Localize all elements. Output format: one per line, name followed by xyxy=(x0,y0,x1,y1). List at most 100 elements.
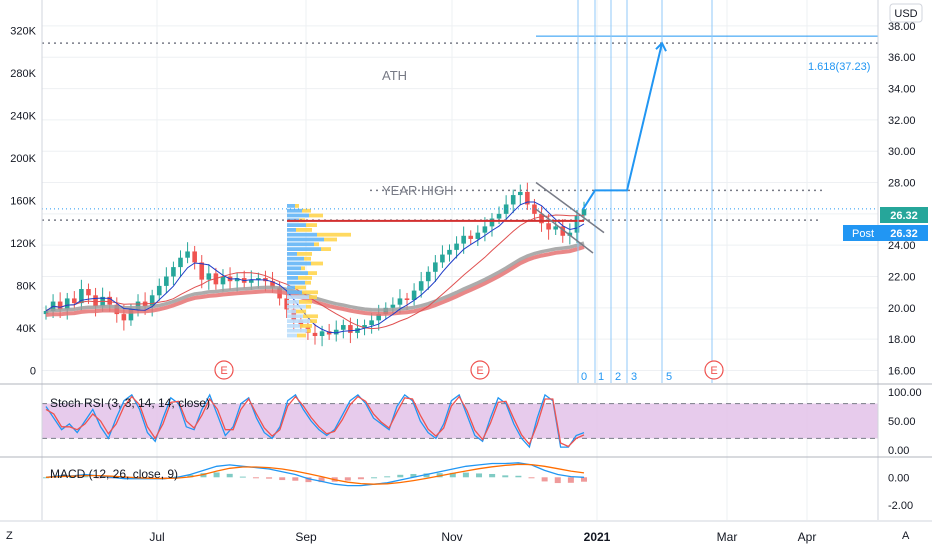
corner-label-left[interactable]: Z xyxy=(6,530,13,542)
candle-body xyxy=(199,262,205,280)
volume-tick-label: 320K xyxy=(10,26,36,38)
volume-tick-label: 160K xyxy=(10,195,36,207)
price-tick-label: 20.00 xyxy=(888,303,916,315)
candle-body xyxy=(319,331,325,337)
price-tick-label: 18.00 xyxy=(888,334,916,346)
profile-bar-buy xyxy=(287,208,302,213)
stoch-rsi-tick: 0.00 xyxy=(888,445,909,457)
price-tick-label: 36.00 xyxy=(888,52,916,64)
macd-hist-bar xyxy=(82,476,89,478)
volume-profile xyxy=(287,204,351,338)
profile-bar-sell xyxy=(311,261,323,266)
macd-hist-bar xyxy=(161,477,168,479)
earnings-marker xyxy=(470,360,490,380)
candle-body xyxy=(447,249,452,255)
candle-body xyxy=(93,295,98,307)
profile-bar-sell xyxy=(302,290,318,295)
profile-bar-buy xyxy=(287,223,306,227)
macd-hist-bar xyxy=(436,473,443,478)
profile-bar-sell xyxy=(309,213,323,218)
candle-body xyxy=(135,301,141,310)
stoch-rsi-title: Stoch RSI (3, 3, 14, 14, close) xyxy=(50,396,210,410)
macd-hist-bar xyxy=(397,474,404,478)
price-tick-label: 22.00 xyxy=(888,272,916,284)
profile-bar-buy xyxy=(287,242,314,247)
ma-slow-red xyxy=(45,245,585,317)
price-tick-label: 32.00 xyxy=(888,115,916,127)
currency-badge[interactable]: USD xyxy=(889,3,923,23)
time-tick-label: Jul xyxy=(149,530,164,544)
macd-hist-bar xyxy=(279,477,286,481)
candle-body xyxy=(567,232,573,236)
profile-bar-buy xyxy=(287,319,310,323)
profile-bar-buy xyxy=(287,295,309,299)
projection-arrowhead xyxy=(655,41,667,52)
profile-bar-buy xyxy=(287,333,297,338)
candle-body xyxy=(284,298,289,310)
profile-bar-buy xyxy=(287,290,302,295)
candle-body xyxy=(64,298,70,310)
profile-bar-buy xyxy=(287,237,324,242)
candle-body xyxy=(510,195,516,205)
macd-hist-bar xyxy=(476,473,483,478)
macd-hist-bar xyxy=(554,477,561,484)
profile-bar-sell xyxy=(321,247,331,251)
profile-bar-sell xyxy=(297,333,306,338)
macd-hist-bar xyxy=(226,473,233,478)
profile-bar-buy xyxy=(287,324,300,328)
profile-bar-sell xyxy=(300,324,312,328)
macd-hist-bar xyxy=(462,472,469,478)
candle-body xyxy=(517,191,523,196)
profile-bar-buy xyxy=(287,285,295,290)
year-high-label: YEAR HIGH xyxy=(382,183,454,198)
candle-body xyxy=(440,254,445,263)
profile-bar-buy xyxy=(287,228,296,232)
profile-bar-sell xyxy=(324,237,337,242)
fib-time-label: 0 xyxy=(581,371,587,383)
profile-bar-sell xyxy=(306,223,317,227)
candle-body xyxy=(79,289,84,304)
volume-tick-label: 280K xyxy=(10,68,36,80)
candle-body xyxy=(156,285,162,296)
candle-body xyxy=(560,226,566,236)
candle-body xyxy=(553,226,558,230)
last-price-tag: 26.32 xyxy=(880,207,928,223)
stoch-rsi-pane[interactable] xyxy=(42,393,878,449)
profile-bar-buy xyxy=(287,252,297,256)
candle-body xyxy=(326,331,332,335)
candle-body xyxy=(298,320,304,327)
stoch-rsi-d-line xyxy=(45,395,585,448)
candle-body xyxy=(397,298,403,305)
candle-body xyxy=(234,278,240,282)
macd-hist-bar xyxy=(541,477,548,482)
profile-bar-sell xyxy=(307,328,311,333)
candle-body xyxy=(433,262,438,272)
candle-body xyxy=(475,232,481,239)
macd-tick: -2.00 xyxy=(888,500,913,512)
volume-tick-label: 40K xyxy=(16,323,36,335)
candle-body xyxy=(574,215,580,233)
corner-label-right[interactable]: A xyxy=(902,530,910,542)
profile-bar-sell xyxy=(296,228,312,232)
post-price-tag: Post 26.32 xyxy=(843,225,928,241)
macd-hist-bar xyxy=(318,477,325,483)
volume-tick-label: 120K xyxy=(10,238,36,250)
macd-hist-bar xyxy=(252,477,259,479)
ma-fast xyxy=(45,201,585,334)
price-pane[interactable]: 0 1 2 3 5 E E E xyxy=(42,0,878,383)
ath-label: ATH xyxy=(382,68,407,83)
currency-label: USD xyxy=(894,8,917,20)
fib-extension-label: 1.618(37.23) xyxy=(808,61,870,73)
macd-pane[interactable] xyxy=(43,462,587,487)
profile-bar-sell xyxy=(305,280,311,285)
profile-bar-buy xyxy=(287,276,298,280)
candle-body xyxy=(86,289,91,296)
candle-body xyxy=(390,304,396,308)
price-tick-label: 28.00 xyxy=(888,178,916,190)
profile-bar-sell xyxy=(302,208,311,213)
candle-body xyxy=(362,325,367,329)
macd-hist-bar xyxy=(305,477,312,483)
projection-path xyxy=(582,42,663,210)
macd-hist-bar xyxy=(239,476,246,478)
